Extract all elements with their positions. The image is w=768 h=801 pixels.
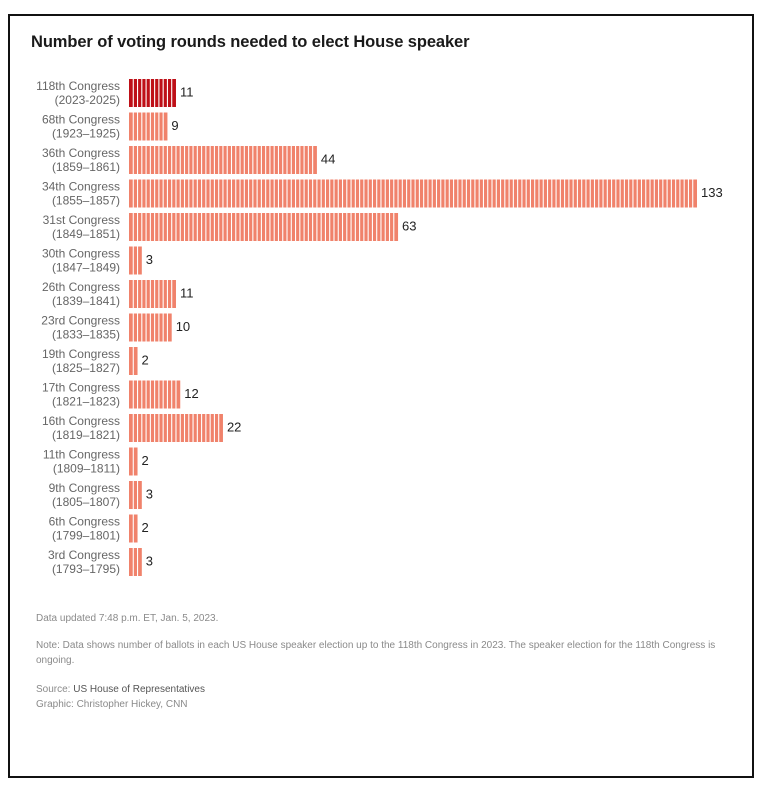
- footnote: Note: Data shows number of ballots in ea…: [36, 640, 716, 666]
- bar-row: 30th Congress(1847–1849) 3: [42, 246, 153, 275]
- bar-stripes: [132, 481, 139, 509]
- congress-years-label: (1793–1795): [52, 562, 120, 576]
- congress-label: 19th Congress: [42, 347, 120, 361]
- congress-years-label: (1923–1925): [52, 127, 120, 141]
- value-label: 2: [142, 453, 149, 468]
- bar-row: 31st Congress(1849–1851) 63: [43, 213, 417, 241]
- bar-row: 34th Congress(1855–1857) 133: [42, 179, 723, 208]
- bar-stripes: [132, 213, 395, 241]
- value-label: 133: [701, 185, 723, 200]
- value-label: 3: [146, 553, 153, 568]
- congress-label: 34th Congress: [42, 180, 120, 194]
- bar: [129, 213, 399, 241]
- bar-stripes: [132, 414, 220, 442]
- bar-stripes: [132, 380, 177, 409]
- bar-stripes: [132, 146, 314, 174]
- value-label: 63: [402, 218, 416, 233]
- bar-stripes: [132, 313, 168, 342]
- value-label: 11: [180, 285, 194, 300]
- bar-stripes: [132, 246, 139, 275]
- value-label: 11: [180, 84, 194, 99]
- graphic-credit: Graphic: Christopher Hickey, CNN: [36, 697, 205, 712]
- value-label: 22: [227, 419, 241, 434]
- congress-years-label: (1849–1851): [52, 227, 120, 241]
- value-label: 2: [142, 352, 149, 367]
- congress-years-label: (1825–1827): [52, 361, 120, 375]
- congress-years-label: (1799–1801): [52, 529, 120, 543]
- bar-stripes: [132, 79, 173, 107]
- source-credits: Source: US House of Representatives Grap…: [36, 682, 205, 712]
- bar: [129, 481, 142, 509]
- congress-years-label: (1833–1835): [52, 328, 120, 342]
- bar-stripes: [132, 112, 164, 141]
- bar-row: 6th Congress(1799–1801) 2: [49, 514, 149, 543]
- bar-row: 3rd Congress(1793–1795) 3: [48, 548, 153, 576]
- bar-row: 23rd Congress(1833–1835) 10: [41, 313, 190, 342]
- bar-row: 26th Congress(1839–1841) 11: [42, 280, 194, 308]
- congress-years-label: (2023-2025): [55, 93, 120, 107]
- congress-years-label: (1855–1857): [52, 194, 120, 208]
- congress-years-label: (1839–1841): [52, 294, 120, 308]
- congress-label: 17th Congress: [42, 381, 120, 395]
- bar-row: 17th Congress(1821–1823) 12: [42, 380, 199, 409]
- congress-label: 36th Congress: [42, 146, 120, 160]
- congress-years-label: (1819–1821): [52, 428, 120, 442]
- value-label: 12: [184, 386, 198, 401]
- bar-stripes: [132, 179, 694, 208]
- congress-years-label: (1821–1823): [52, 395, 120, 409]
- congress-label: 16th Congress: [42, 414, 120, 428]
- value-label: 2: [142, 520, 149, 535]
- chart-title: Number of voting rounds needed to elect …: [31, 33, 470, 51]
- bar: [129, 246, 142, 275]
- bar-row: 118th Congress(2023-2025) 11: [36, 79, 193, 107]
- congress-label: 11th Congress: [43, 448, 120, 462]
- congress-years-label: (1809–1811): [53, 462, 120, 476]
- congress-label: 3rd Congress: [48, 548, 120, 562]
- graphic-prefix: Graphic:: [36, 699, 77, 710]
- value-label: 9: [171, 118, 178, 133]
- congress-years-label: (1805–1807): [52, 495, 120, 509]
- congress-label: 6th Congress: [49, 515, 120, 529]
- source-prefix: Source:: [36, 684, 74, 695]
- data-updated-note: Data updated 7:48 p.m. ET, Jan. 5, 2023.: [36, 613, 219, 624]
- bar: [129, 79, 176, 107]
- graphic-author: Christopher Hickey, CNN: [76, 699, 188, 710]
- congress-label: 118th Congress: [36, 79, 120, 93]
- value-label: 10: [176, 319, 190, 334]
- bar: [129, 548, 142, 576]
- congress-years-label: (1859–1861): [52, 160, 120, 174]
- bar-row: 11th Congress(1809–1811) 2: [43, 447, 149, 476]
- congress-label: 68th Congress: [42, 113, 120, 127]
- bar-stripes: [132, 548, 139, 576]
- value-label: 3: [146, 486, 153, 501]
- value-label: 3: [146, 252, 153, 267]
- source-link[interactable]: US House of Representatives: [73, 684, 205, 695]
- bar: [129, 112, 168, 141]
- congress-label: 30th Congress: [42, 247, 120, 261]
- congress-label: 23rd Congress: [41, 314, 120, 328]
- bar-stripes: [132, 280, 173, 308]
- bar-row: 68th Congress(1923–1925) 9: [42, 112, 179, 141]
- bar-row: 16th Congress(1819–1821) 22: [42, 414, 241, 442]
- source-line: Source: US House of Representatives: [36, 682, 205, 697]
- congress-label: 31st Congress: [43, 213, 120, 227]
- bar-row: 9th Congress(1805–1807) 3: [49, 481, 153, 509]
- bar: [129, 179, 697, 208]
- bar: [129, 280, 176, 308]
- congress-label: 26th Congress: [42, 280, 120, 294]
- congress-label: 9th Congress: [49, 481, 120, 495]
- bar-row: 36th Congress(1859–1861) 44: [42, 146, 335, 174]
- bar-row: 19th Congress(1825–1827) 2: [42, 347, 149, 375]
- value-label: 44: [321, 151, 335, 166]
- congress-years-label: (1847–1849): [52, 261, 120, 275]
